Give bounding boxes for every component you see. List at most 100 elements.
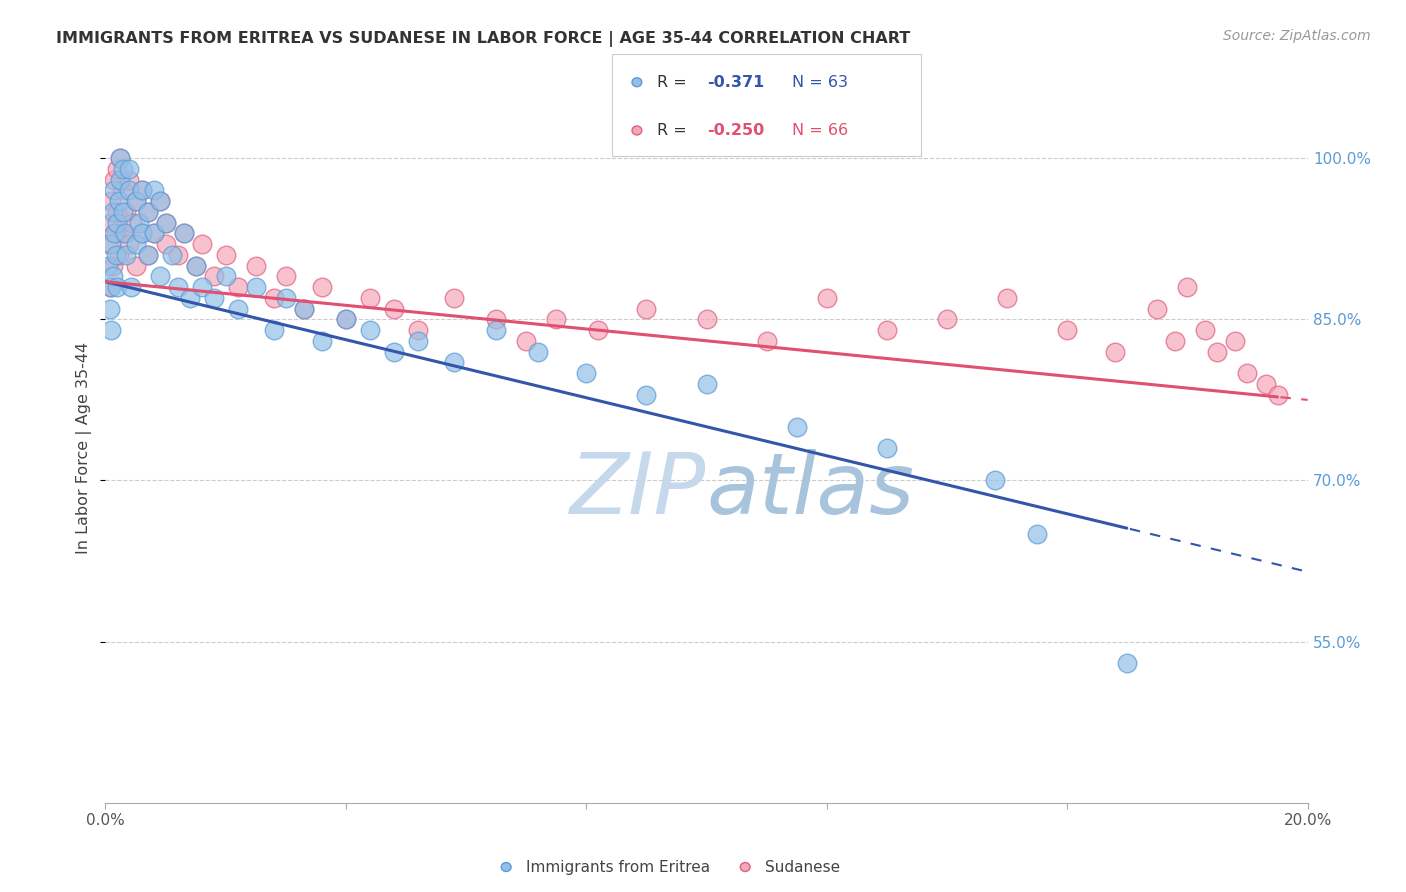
Point bbox=[1116, 656, 1139, 670]
Point bbox=[696, 312, 718, 326]
Point bbox=[166, 248, 188, 262]
Point bbox=[876, 323, 898, 337]
Point bbox=[636, 387, 658, 401]
Point bbox=[546, 312, 568, 326]
Point bbox=[136, 205, 159, 219]
Point bbox=[124, 259, 146, 273]
Point bbox=[142, 183, 165, 197]
Text: -0.371: -0.371 bbox=[707, 75, 765, 90]
Point bbox=[118, 183, 141, 197]
Text: R =: R = bbox=[657, 75, 692, 90]
Point bbox=[107, 280, 129, 294]
Text: R =: R = bbox=[657, 123, 692, 138]
Point bbox=[103, 183, 125, 197]
Point bbox=[443, 291, 465, 305]
Point bbox=[984, 474, 1007, 488]
Point bbox=[112, 227, 135, 241]
Point bbox=[131, 227, 153, 241]
Point bbox=[142, 227, 165, 241]
Point bbox=[1236, 366, 1258, 380]
Point bbox=[136, 248, 159, 262]
Point bbox=[112, 183, 135, 197]
Point bbox=[124, 237, 146, 252]
Point bbox=[124, 194, 146, 208]
Point bbox=[636, 301, 658, 316]
Point bbox=[101, 259, 124, 273]
Point bbox=[575, 366, 598, 380]
Point bbox=[443, 355, 465, 369]
Point bbox=[1104, 344, 1126, 359]
Point bbox=[1056, 323, 1078, 337]
Point bbox=[100, 323, 122, 337]
Point bbox=[112, 161, 135, 176]
Point bbox=[815, 291, 838, 305]
Point bbox=[136, 205, 159, 219]
Text: Immigrants from Eritrea: Immigrants from Eritrea bbox=[526, 860, 710, 874]
Point bbox=[128, 216, 150, 230]
Point bbox=[118, 237, 141, 252]
Point bbox=[202, 291, 225, 305]
Point bbox=[263, 323, 285, 337]
Point bbox=[100, 216, 122, 230]
Point bbox=[1225, 334, 1247, 348]
Y-axis label: In Labor Force | Age 35-44: In Labor Force | Age 35-44 bbox=[76, 343, 93, 554]
Point bbox=[105, 248, 128, 262]
Point bbox=[118, 172, 141, 186]
Point bbox=[120, 280, 142, 294]
Point bbox=[1254, 376, 1277, 391]
Text: ZIP: ZIP bbox=[571, 450, 707, 533]
Point bbox=[97, 259, 120, 273]
Point bbox=[292, 301, 315, 316]
Point bbox=[103, 172, 125, 186]
Point bbox=[107, 161, 129, 176]
Point bbox=[214, 248, 236, 262]
Point bbox=[173, 227, 195, 241]
Point bbox=[214, 269, 236, 284]
Point bbox=[245, 259, 267, 273]
Point bbox=[107, 216, 129, 230]
Point bbox=[527, 344, 550, 359]
Point bbox=[112, 205, 135, 219]
Point bbox=[1026, 527, 1049, 541]
Point bbox=[136, 248, 159, 262]
Point bbox=[335, 312, 357, 326]
Point bbox=[179, 291, 201, 305]
Point bbox=[110, 151, 132, 165]
Text: Sudanese: Sudanese bbox=[765, 860, 839, 874]
Point bbox=[311, 334, 333, 348]
Text: IMMIGRANTS FROM ERITREA VS SUDANESE IN LABOR FORCE | AGE 35-44 CORRELATION CHART: IMMIGRANTS FROM ERITREA VS SUDANESE IN L… bbox=[56, 31, 911, 47]
Point bbox=[485, 312, 508, 326]
Text: atlas: atlas bbox=[707, 450, 914, 533]
Point bbox=[110, 151, 132, 165]
Point bbox=[292, 301, 315, 316]
Point bbox=[359, 291, 381, 305]
Point bbox=[876, 442, 898, 456]
Point bbox=[148, 194, 170, 208]
Point bbox=[755, 334, 778, 348]
Point bbox=[97, 237, 120, 252]
Point bbox=[110, 172, 132, 186]
Point bbox=[184, 259, 207, 273]
Point bbox=[100, 237, 122, 252]
Point bbox=[274, 291, 297, 305]
Point bbox=[107, 205, 129, 219]
Point bbox=[114, 227, 136, 241]
Point bbox=[131, 227, 153, 241]
Point bbox=[406, 323, 429, 337]
Point bbox=[142, 227, 165, 241]
Point bbox=[263, 291, 285, 305]
Point bbox=[148, 194, 170, 208]
Point bbox=[103, 269, 125, 284]
Point bbox=[190, 237, 212, 252]
Point bbox=[124, 194, 146, 208]
Point bbox=[274, 269, 297, 284]
Point bbox=[311, 280, 333, 294]
Text: N = 63: N = 63 bbox=[792, 75, 848, 90]
Point bbox=[1206, 344, 1229, 359]
Point bbox=[173, 227, 195, 241]
Point bbox=[936, 312, 959, 326]
Point bbox=[166, 280, 188, 294]
Point bbox=[359, 323, 381, 337]
Point bbox=[226, 280, 249, 294]
Point bbox=[995, 291, 1018, 305]
